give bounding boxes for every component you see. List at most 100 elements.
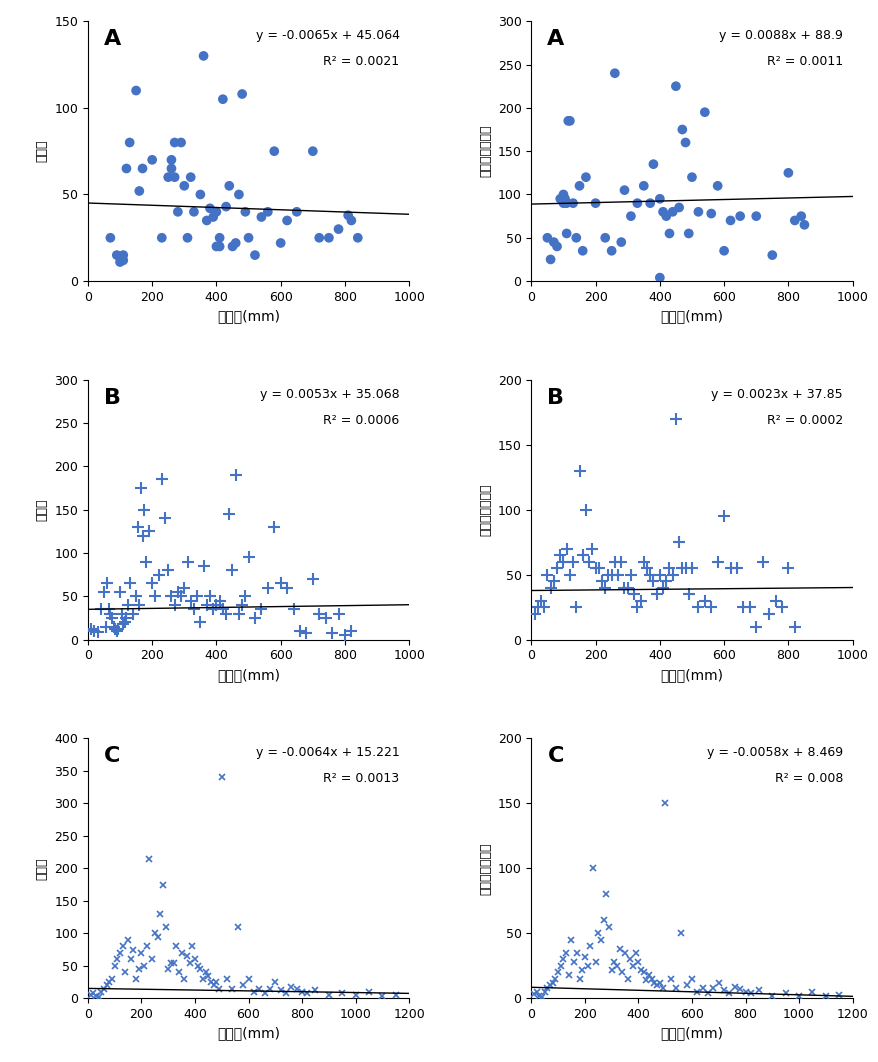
Point — [209, 238, 223, 255]
Point — [116, 246, 130, 263]
Point — [748, 208, 762, 225]
Point — [588, 194, 602, 211]
Point — [203, 200, 217, 217]
Text: A: A — [104, 29, 121, 49]
Y-axis label: 발생수: 발생수 — [36, 857, 48, 879]
Point — [543, 251, 557, 268]
Point — [350, 229, 364, 246]
Point — [604, 242, 618, 259]
Point — [168, 134, 182, 151]
Point — [787, 212, 801, 229]
Point — [765, 246, 779, 263]
Point — [177, 177, 191, 194]
Point — [248, 246, 262, 263]
Text: B: B — [547, 388, 564, 408]
Point — [569, 229, 583, 246]
Text: A: A — [547, 29, 564, 49]
Point — [723, 212, 737, 229]
Point — [684, 169, 698, 186]
Point — [199, 212, 213, 229]
Point — [732, 208, 746, 225]
Point — [560, 113, 574, 130]
Point — [796, 217, 810, 234]
Point — [562, 113, 576, 130]
X-axis label: 강수량(mm): 강수량(mm) — [217, 668, 280, 682]
Point — [716, 242, 730, 259]
X-axis label: 강수량(mm): 강수량(mm) — [217, 1027, 280, 1041]
Text: y = -0.0058x + 8.469: y = -0.0058x + 8.469 — [706, 747, 842, 759]
Point — [164, 151, 178, 168]
Point — [630, 194, 644, 211]
Point — [219, 199, 233, 216]
Point — [681, 225, 695, 242]
Point — [552, 190, 566, 207]
Point — [341, 207, 355, 224]
Point — [697, 104, 711, 121]
Text: y = -0.0065x + 45.064: y = -0.0065x + 45.064 — [255, 29, 399, 42]
Point — [556, 186, 570, 203]
Text: C: C — [104, 747, 120, 766]
Point — [280, 212, 294, 229]
Point — [546, 234, 560, 251]
X-axis label: 강수량(mm): 강수량(mm) — [217, 309, 280, 323]
Text: R² = 0.0002: R² = 0.0002 — [766, 413, 842, 427]
Point — [225, 238, 239, 255]
Point — [273, 235, 287, 252]
Point — [559, 194, 573, 211]
Point — [678, 134, 692, 151]
Point — [238, 203, 252, 220]
Point — [197, 48, 211, 65]
Text: R² = 0.0006: R² = 0.0006 — [323, 413, 399, 427]
Point — [565, 194, 579, 211]
Point — [665, 203, 679, 220]
Point — [170, 203, 184, 220]
Point — [559, 225, 573, 242]
Text: B: B — [104, 388, 121, 408]
Point — [168, 169, 182, 186]
Point — [575, 242, 589, 259]
Point — [123, 134, 137, 151]
Point — [658, 208, 673, 225]
Text: C: C — [547, 747, 563, 766]
Point — [222, 177, 236, 194]
Text: R² = 0.0011: R² = 0.0011 — [766, 55, 842, 68]
Point — [184, 169, 198, 186]
Point — [161, 169, 175, 186]
Point — [655, 203, 669, 220]
Point — [598, 229, 612, 246]
Point — [662, 225, 676, 242]
X-axis label: 강수량(mm): 강수량(mm) — [659, 309, 723, 323]
Point — [155, 229, 169, 246]
Point — [331, 221, 345, 238]
Point — [579, 169, 593, 186]
Point — [691, 203, 705, 220]
Point — [668, 78, 682, 95]
Point — [174, 134, 188, 151]
Y-axis label: 발생수: 발생수 — [36, 498, 48, 521]
Point — [187, 203, 201, 220]
Point — [234, 86, 248, 103]
Text: y = 0.0023x + 37.85: y = 0.0023x + 37.85 — [710, 388, 842, 400]
Point — [241, 229, 255, 246]
Point — [206, 208, 220, 225]
Point — [104, 229, 118, 246]
Point — [652, 269, 666, 286]
Point — [290, 203, 304, 220]
Point — [132, 183, 146, 200]
Point — [636, 177, 650, 194]
Point — [572, 177, 586, 194]
Point — [116, 252, 130, 269]
Y-axis label: 매개변수하를쿠: 매개변수하를쿠 — [479, 842, 492, 894]
Point — [556, 194, 570, 211]
Point — [616, 182, 630, 199]
X-axis label: 강수량(mm): 강수량(mm) — [659, 1027, 723, 1041]
Point — [643, 194, 657, 211]
Point — [232, 186, 246, 203]
Point — [781, 165, 795, 182]
Text: y = 0.0088x + 88.9: y = 0.0088x + 88.9 — [718, 29, 842, 42]
Point — [145, 151, 159, 168]
Point — [113, 254, 127, 271]
Point — [180, 229, 194, 246]
Point — [209, 203, 223, 220]
Point — [129, 82, 143, 99]
